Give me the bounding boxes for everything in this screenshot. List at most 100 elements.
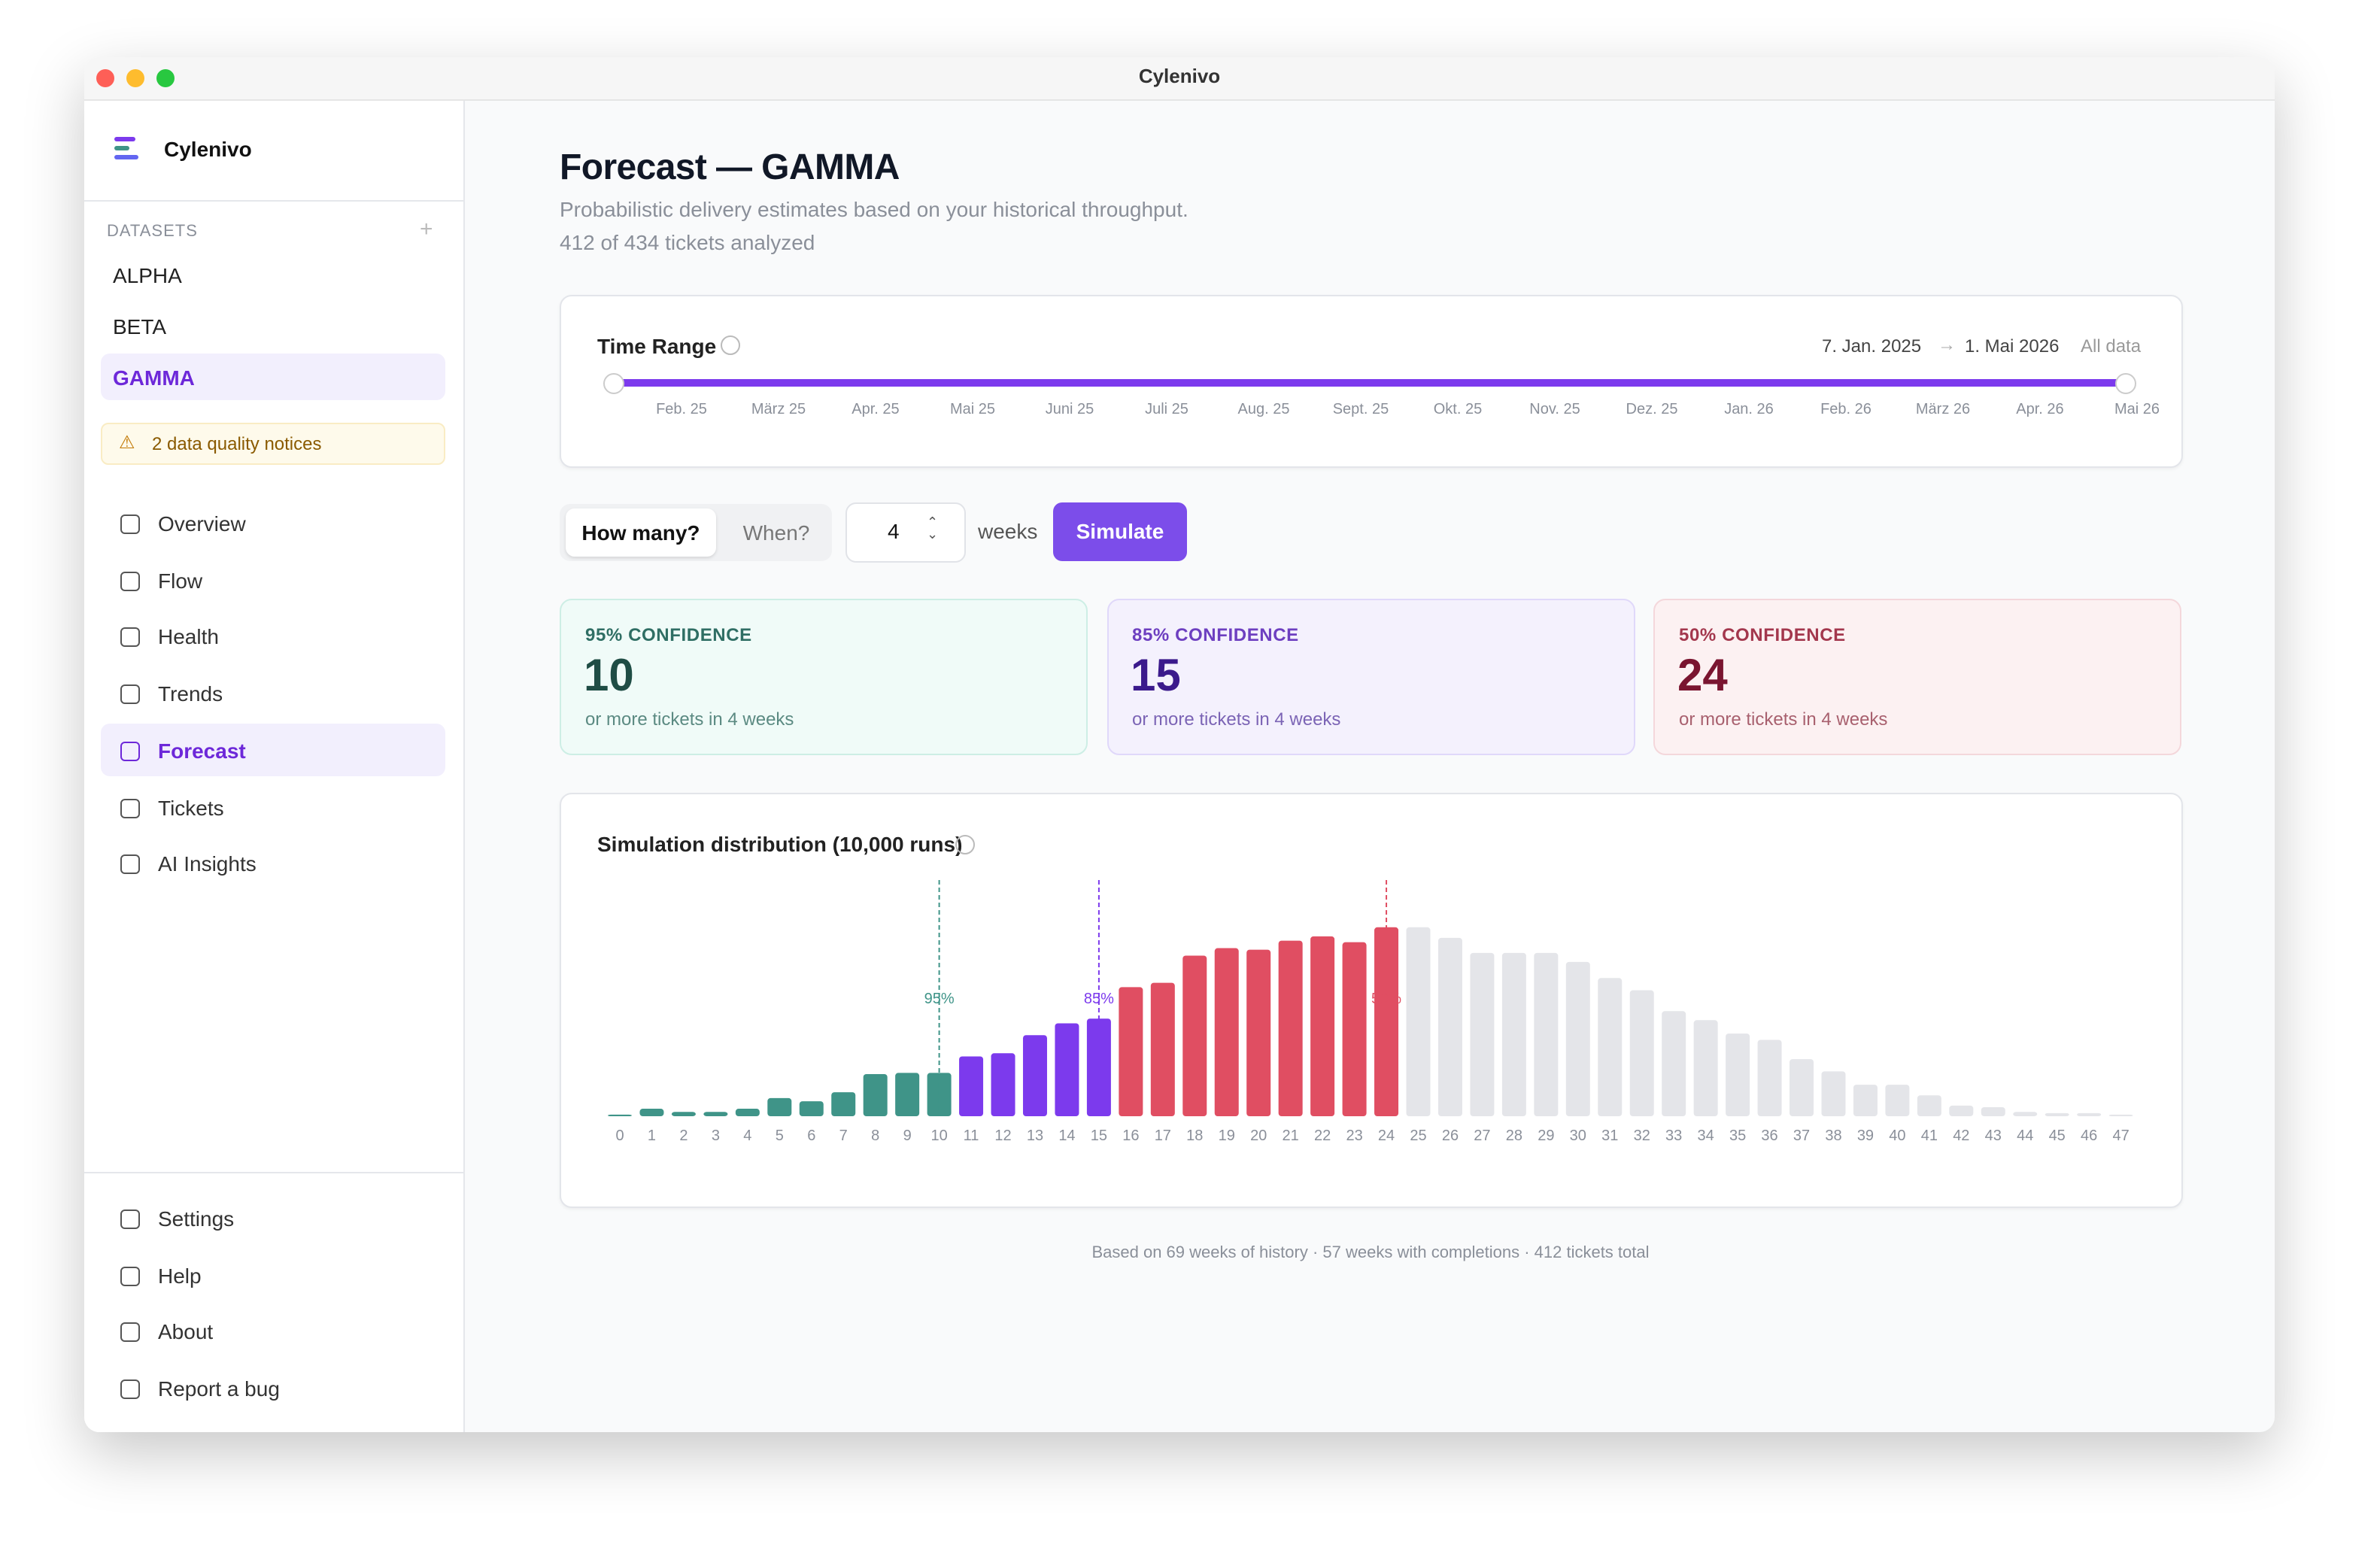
x-tick-label: 6 xyxy=(807,1128,815,1144)
x-tick-label: 35 xyxy=(1729,1128,1746,1144)
chart-title: Simulation distribution (10,000 runs) xyxy=(597,832,963,856)
mode-item[interactable]: How many? xyxy=(581,521,700,545)
x-tick-label: 28 xyxy=(1506,1128,1522,1144)
nav-item[interactable]: Health xyxy=(158,624,219,649)
slider-handle[interactable] xyxy=(603,373,624,394)
x-tick-label: 13 xyxy=(1027,1128,1043,1144)
slider-handle[interactable] xyxy=(2115,373,2136,394)
bar xyxy=(1310,936,1335,1116)
notice[interactable] xyxy=(101,423,445,465)
x-tick-label: 20 xyxy=(1250,1128,1267,1144)
info-icon[interactable] xyxy=(955,835,975,854)
nav-item[interactable]: Report a bug xyxy=(158,1376,280,1401)
mode-item[interactable]: When? xyxy=(742,521,810,545)
zoom-button[interactable] xyxy=(156,69,175,87)
nav-icon xyxy=(120,741,140,761)
all-data[interactable]: All data xyxy=(2081,335,2142,357)
nav-item[interactable]: AI Insights xyxy=(158,851,257,876)
x-tick-label: 36 xyxy=(1761,1128,1777,1144)
x-tick-label: 38 xyxy=(1825,1128,1841,1144)
x-tick-label: 39 xyxy=(1857,1128,1874,1144)
x-tick-label: 21 xyxy=(1283,1128,1299,1144)
add-dataset[interactable]: + xyxy=(420,217,433,242)
bar xyxy=(991,1053,1015,1116)
divider xyxy=(84,200,463,202)
month-label: Dez. 25 xyxy=(1626,402,1678,418)
bar xyxy=(1629,990,1654,1116)
bar xyxy=(1022,1035,1047,1116)
card-heading: 50% CONFIDENCE xyxy=(1679,624,1846,645)
info-icon[interactable] xyxy=(721,335,740,355)
bar xyxy=(1917,1095,1941,1116)
card-heading: 85% CONFIDENCE xyxy=(1132,624,1299,645)
minimize-button[interactable] xyxy=(126,69,144,87)
month-label: Nov. 25 xyxy=(1529,402,1580,418)
nav-item[interactable]: Overview xyxy=(158,511,246,536)
slider-track xyxy=(614,379,2126,387)
bar xyxy=(1598,978,1623,1116)
x-tick-label: 23 xyxy=(1346,1128,1362,1144)
nav-highlight xyxy=(101,724,445,776)
bar xyxy=(959,1056,984,1116)
bar xyxy=(1246,949,1271,1116)
nav-item[interactable]: Forecast xyxy=(158,738,246,763)
dataset-item[interactable]: ALPHA xyxy=(113,263,182,287)
nav-icon xyxy=(120,1266,140,1286)
month-label: Mai 26 xyxy=(2114,402,2160,418)
simulate-button[interactable] xyxy=(1053,502,1187,561)
x-tick-label: 41 xyxy=(1921,1128,1938,1144)
bar xyxy=(1790,1059,1814,1116)
percentile-label: 95% xyxy=(924,991,955,1007)
bar xyxy=(1565,961,1590,1116)
bar xyxy=(1853,1085,1878,1116)
x-tick-label: 26 xyxy=(1442,1128,1459,1144)
bar xyxy=(1501,952,1526,1116)
x-tick-label: 4 xyxy=(743,1128,751,1144)
nav-item[interactable]: About xyxy=(158,1319,214,1344)
bar xyxy=(1278,940,1303,1116)
card-caption: or more tickets in 4 weeks xyxy=(1132,709,1341,730)
confidence-card xyxy=(560,599,1088,755)
x-tick-label: 32 xyxy=(1634,1128,1650,1144)
nav-item[interactable]: Help xyxy=(158,1263,202,1288)
bar xyxy=(608,1114,632,1116)
dataset-item[interactable]: GAMMA xyxy=(113,366,195,390)
bar xyxy=(1981,1106,2005,1116)
x-tick-label: 34 xyxy=(1698,1128,1714,1144)
dataset-item[interactable]: BETA xyxy=(113,314,167,338)
x-tick-label: 44 xyxy=(2017,1128,2033,1144)
bar xyxy=(1055,1023,1079,1116)
bar xyxy=(1821,1071,1846,1116)
x-tick-label: 31 xyxy=(1601,1128,1618,1144)
nav-item[interactable]: Trends xyxy=(158,681,223,706)
nav-item[interactable]: Settings xyxy=(158,1206,235,1231)
percentile-label: 50% xyxy=(1371,991,1401,1007)
x-tick-label: 22 xyxy=(1314,1128,1331,1144)
divider xyxy=(84,1172,463,1173)
month-label: Mai 25 xyxy=(949,402,995,418)
x-tick-label: 10 xyxy=(930,1128,947,1144)
card-value: 15 xyxy=(1131,651,1181,701)
stepper[interactable]: ⌃ ⌄ xyxy=(927,514,939,542)
x-tick-label: 42 xyxy=(1953,1128,1969,1144)
x-tick-label: 30 xyxy=(1570,1128,1586,1144)
nav-item[interactable]: Flow xyxy=(158,568,203,593)
notice-text: 2 data quality notices xyxy=(152,433,322,454)
range-start: 7. Jan. 2025 xyxy=(1822,335,1922,357)
card-value: 24 xyxy=(1677,651,1728,701)
nav-icon xyxy=(120,798,140,818)
range-end: 1. Mai 2026 xyxy=(1965,335,2060,357)
bar xyxy=(2077,1112,2102,1116)
x-tick-label: 1 xyxy=(648,1128,656,1144)
x-tick-label: 15 xyxy=(1091,1128,1107,1144)
nav-icon xyxy=(120,684,140,705)
bar xyxy=(1885,1085,1910,1116)
nav-item[interactable]: Tickets xyxy=(158,795,224,819)
x-tick-label: 37 xyxy=(1793,1128,1810,1144)
x-tick-label: 8 xyxy=(871,1128,879,1144)
nav-icon xyxy=(120,571,140,591)
card-value: 10 xyxy=(584,651,634,701)
weeks-input[interactable] xyxy=(845,502,966,563)
close-button[interactable] xyxy=(96,69,114,87)
x-tick-label: 7 xyxy=(839,1128,848,1144)
